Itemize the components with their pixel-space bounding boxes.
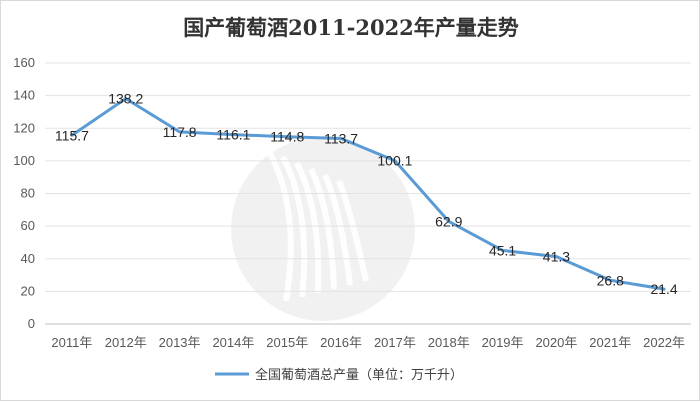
x-tick-label: 2020年 <box>535 335 577 350</box>
y-tick-label: 160 <box>13 55 35 70</box>
x-tick-label: 2015年 <box>266 335 308 350</box>
data-label: 62.9 <box>435 213 462 229</box>
y-tick-label: 140 <box>13 88 35 103</box>
series-layer <box>70 97 666 291</box>
data-label: 100.1 <box>377 153 412 169</box>
x-tick-label: 2014年 <box>212 335 254 350</box>
y-tick-label: 40 <box>21 251 35 266</box>
data-label: 26.8 <box>597 272 624 288</box>
y-tick-label: 20 <box>21 283 35 298</box>
x-tick-label: 2021年 <box>589 335 631 350</box>
data-labels: 115.7 138.2 117.8 116.1 114.8 113.7 100.1 62.9 4… <box>55 91 678 298</box>
y-tick-label: 80 <box>21 186 35 201</box>
x-axis: 2011年 2012年 2013年 2014年 2015年 2016年 2017年 2018年… <box>51 335 685 350</box>
x-tick-label: 2022年 <box>643 335 685 350</box>
data-label: 138.2 <box>108 91 143 107</box>
gridlines <box>45 62 691 325</box>
data-label: 45.1 <box>489 242 516 258</box>
y-tick-label: 120 <box>13 120 35 135</box>
x-tick-label: 2017年 <box>374 335 416 350</box>
data-label: 21.4 <box>650 281 677 297</box>
data-label: 116.1 <box>216 127 250 143</box>
legend-label: 全国葡萄酒总产量（单位：万千升） <box>255 367 463 383</box>
y-tick-label: 0 <box>28 316 35 331</box>
legend[interactable]: 全国葡萄酒总产量（单位：万千升） <box>215 367 463 383</box>
data-label: 115.7 <box>55 127 89 143</box>
x-tick-label: 2011年 <box>51 335 92 350</box>
data-label: 41.3 <box>543 249 570 265</box>
watermark-logo <box>231 137 415 321</box>
y-axis: 0 20 40 60 80 100 120 140 160 <box>13 55 35 331</box>
y-tick-label: 60 <box>21 218 35 233</box>
chart-title: 国产葡萄酒2011-2022年产量走势 <box>183 15 519 40</box>
series-line[interactable] <box>70 97 666 291</box>
x-tick-label: 2013年 <box>159 335 201 350</box>
x-tick-label: 2012年 <box>105 335 147 350</box>
x-tick-label: 2019年 <box>482 335 524 350</box>
data-label: 114.8 <box>270 129 304 145</box>
data-label: 117.8 <box>163 124 197 140</box>
x-tick-label: 2016年 <box>320 335 362 350</box>
x-tick-label: 2018年 <box>428 335 470 350</box>
y-tick-label: 100 <box>13 153 35 168</box>
data-label: 113.7 <box>324 131 358 147</box>
